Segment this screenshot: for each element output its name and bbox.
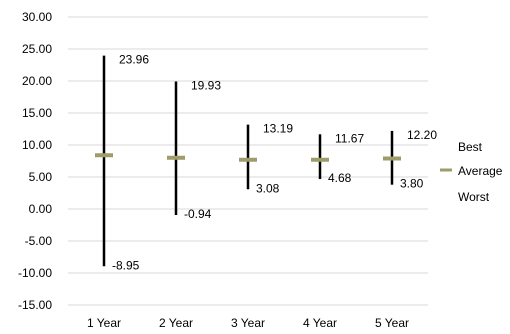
best-data-label: 13.19	[263, 122, 293, 136]
legend-worst-label: Worst	[458, 190, 490, 204]
x-tick-label: 1 Year	[87, 316, 121, 330]
best-data-label: 11.67	[335, 131, 364, 145]
worst-data-label: -8.95	[112, 258, 140, 272]
worst-data-label: 4.68	[328, 171, 352, 185]
best-data-label: 23.96	[119, 53, 149, 67]
y-tick-label: 10.00	[22, 138, 52, 152]
y-tick-label: -5.00	[25, 234, 53, 248]
x-tick-label: 5 Year	[375, 316, 409, 330]
y-tick-label: 5.00	[29, 170, 53, 184]
y-axis: 30.00 25.00 20.00 15.00 10.00 5.00 0.00 -5.00 -1…	[18, 10, 52, 312]
y-tick-label: 0.00	[29, 202, 53, 216]
legend-average-label: Average	[458, 164, 503, 178]
x-tick-label: 3 Year	[231, 316, 265, 330]
x-tick-label: 4 Year	[303, 316, 337, 330]
y-tick-label: 30.00	[22, 10, 52, 24]
y-tick-label: 20.00	[22, 74, 52, 88]
legend-best-label: Best	[458, 140, 483, 154]
plot-area: 23.96 -8.95 19.93 -0.94 13.19 3.08 11.67 4.68 12…	[95, 53, 437, 272]
best-data-label: 19.93	[191, 78, 221, 92]
best-data-label: 12.20	[407, 128, 437, 142]
legend: Best Average Worst	[440, 140, 503, 204]
y-tick-label: 25.00	[22, 42, 52, 56]
y-tick-label: 15.00	[22, 106, 52, 120]
x-tick-label: 2 Year	[159, 316, 193, 330]
worst-data-label: 3.80	[400, 177, 424, 191]
worst-data-label: 3.08	[256, 181, 280, 195]
y-tick-label: -15.00	[18, 298, 52, 312]
x-axis: 1 Year 2 Year 3 Year 4 Year 5 Year	[87, 316, 409, 330]
worst-data-label: -0.94	[184, 207, 212, 221]
y-tick-label: -10.00	[18, 266, 52, 280]
